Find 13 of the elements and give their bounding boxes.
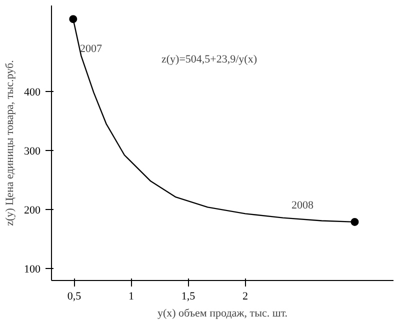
y-tick-label: 100 [24,264,41,276]
y-tick-label: 300 [24,145,41,158]
annotation: 2007 [80,43,102,56]
y-tick-label: 400 [24,86,41,98]
y-axis-title: z(y) Цена единицы товара, тыс.руб. [4,60,16,226]
x-tick-label: 2 [242,290,248,302]
annotation: 2008 [292,200,314,212]
x-tick-label: 0,5 [67,290,82,302]
x-tick-label: 1,5 [181,290,196,302]
annotation: z(y)=504,5+23,9/y(x) [162,54,258,66]
x-tick-label: 1 [128,290,134,302]
x-axis-title: y(x) объем продаж, тыс. шт. [157,308,288,320]
y-tick-label: 200 [24,204,41,217]
